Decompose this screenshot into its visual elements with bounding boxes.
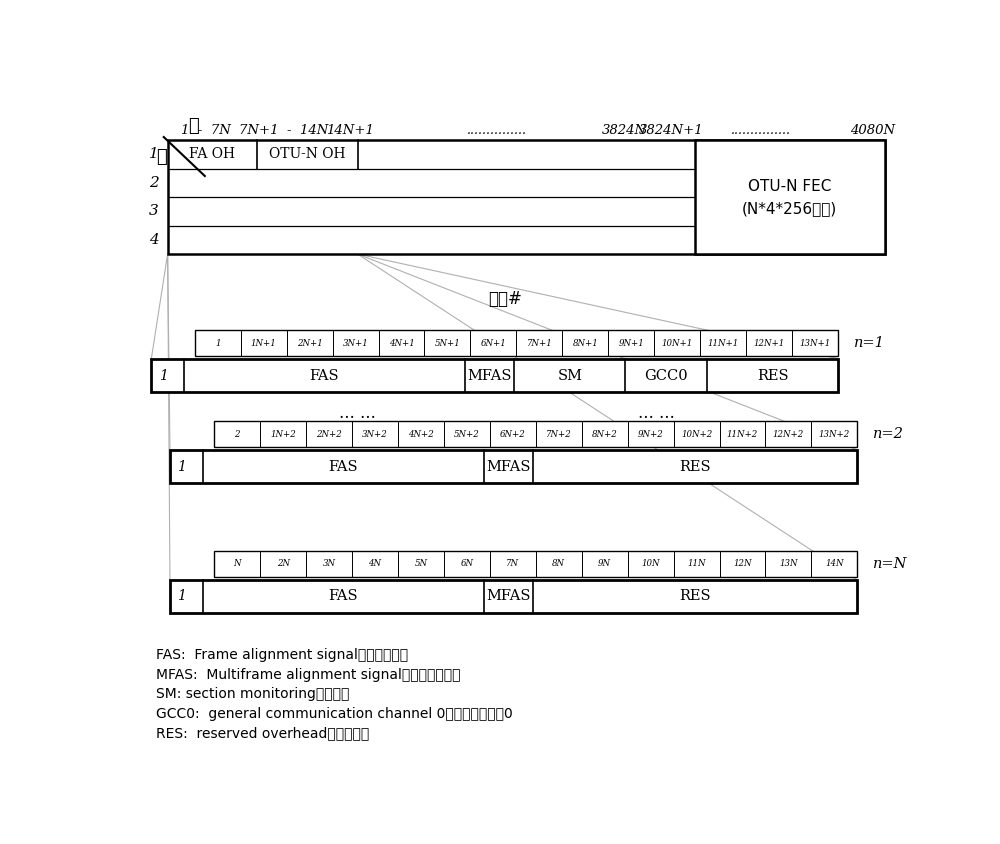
Text: 12N: 12N <box>733 560 752 569</box>
Bar <box>151 359 838 392</box>
Text: n=1: n=1 <box>854 336 884 350</box>
Text: 2: 2 <box>234 430 240 439</box>
Text: 4N+1: 4N+1 <box>389 338 414 348</box>
Bar <box>170 450 857 484</box>
Text: ...............: ............... <box>730 124 790 137</box>
Text: 7N: 7N <box>506 560 519 569</box>
Text: 11N+1: 11N+1 <box>708 338 739 348</box>
Text: 7N+2: 7N+2 <box>546 430 572 439</box>
Text: 4N+2: 4N+2 <box>408 430 434 439</box>
Text: 1: 1 <box>177 459 186 473</box>
Text: 8N+2: 8N+2 <box>592 430 618 439</box>
Text: 1: 1 <box>159 369 167 382</box>
Text: 6N+2: 6N+2 <box>500 430 526 439</box>
Text: 3: 3 <box>149 204 159 219</box>
Text: 6N: 6N <box>460 560 473 569</box>
Text: 2N+1: 2N+1 <box>297 338 322 348</box>
Text: ... ...: ... ... <box>339 405 376 422</box>
Text: 5N+2: 5N+2 <box>454 430 480 439</box>
Text: 2N+2: 2N+2 <box>316 430 342 439</box>
Text: 行: 行 <box>156 148 167 165</box>
Text: RES:  reserved overhead，保留开销: RES: reserved overhead，保留开销 <box>156 727 369 740</box>
Text: n=N: n=N <box>873 557 907 571</box>
Text: OTU-N OH: OTU-N OH <box>269 148 345 161</box>
Text: 9N+1: 9N+1 <box>618 338 644 348</box>
Text: 3824N: 3824N <box>602 124 647 137</box>
Text: GCC0: GCC0 <box>644 369 688 382</box>
Text: 列: 列 <box>188 117 199 135</box>
Text: 5N: 5N <box>414 560 427 569</box>
Text: 3824N+1: 3824N+1 <box>639 124 704 137</box>
Text: 9N+2: 9N+2 <box>638 430 663 439</box>
Text: FAS: FAS <box>328 459 358 473</box>
Text: 13N+2: 13N+2 <box>819 430 850 439</box>
Text: OTU-N FEC
(N*4*256字节): OTU-N FEC (N*4*256字节) <box>742 179 837 216</box>
Bar <box>214 551 857 577</box>
Text: 1: 1 <box>215 338 220 348</box>
Text: 3N+1: 3N+1 <box>343 338 368 348</box>
Text: 2: 2 <box>149 176 159 190</box>
Bar <box>214 421 857 447</box>
Bar <box>695 140 885 254</box>
Text: 3N+2: 3N+2 <box>362 430 388 439</box>
Text: ... ...: ... ... <box>638 405 674 422</box>
Text: SM: SM <box>557 369 582 382</box>
Bar <box>168 140 885 254</box>
Text: 10N+2: 10N+2 <box>681 430 712 439</box>
Text: 1N+2: 1N+2 <box>270 430 296 439</box>
Bar <box>170 580 857 614</box>
Text: 14N+1: 14N+1 <box>326 124 374 137</box>
Text: MFAS: MFAS <box>467 369 512 382</box>
Text: FA OH: FA OH <box>189 148 235 161</box>
Text: ...............: ............... <box>467 124 527 137</box>
Text: 13N: 13N <box>779 560 798 569</box>
Text: 8N+1: 8N+1 <box>572 338 598 348</box>
Text: MFAS: MFAS <box>486 459 531 473</box>
Bar <box>195 330 838 356</box>
Text: 1N+1: 1N+1 <box>251 338 277 348</box>
Text: 4: 4 <box>149 233 159 246</box>
Text: 11N+2: 11N+2 <box>727 430 758 439</box>
Text: 列号#: 列号# <box>488 290 522 309</box>
Text: 7N+1  -  14N: 7N+1 - 14N <box>239 124 329 137</box>
Text: 1: 1 <box>149 148 159 161</box>
Text: 12N+2: 12N+2 <box>773 430 804 439</box>
Text: 12N+1: 12N+1 <box>753 338 785 348</box>
Text: 7N+1: 7N+1 <box>526 338 552 348</box>
Text: n=2: n=2 <box>873 427 904 441</box>
Text: 10N+1: 10N+1 <box>662 338 693 348</box>
Text: RES: RES <box>757 369 788 382</box>
Text: 9N: 9N <box>598 560 611 569</box>
Text: 13N+1: 13N+1 <box>799 338 831 348</box>
Text: 2N: 2N <box>277 560 290 569</box>
Text: FAS: FAS <box>310 369 339 382</box>
Text: 4N: 4N <box>368 560 381 569</box>
Text: RES: RES <box>679 589 711 603</box>
Text: 1  -  7N: 1 - 7N <box>181 124 231 137</box>
Text: MFAS:  Multiframe alignment signal，复帧对齐信号: MFAS: Multiframe alignment signal，复帧对齐信号 <box>156 668 460 682</box>
Text: 5N+1: 5N+1 <box>435 338 460 348</box>
Text: 11N: 11N <box>687 560 706 569</box>
Text: 3N: 3N <box>322 560 335 569</box>
Text: 4080N: 4080N <box>850 124 895 137</box>
Text: SM: section monitoring，段监控: SM: section monitoring，段监控 <box>156 688 349 701</box>
Text: N: N <box>233 560 241 569</box>
Text: 10N: 10N <box>641 560 660 569</box>
Text: FAS: FAS <box>328 589 358 603</box>
Text: FAS:  Frame alignment signal，帧对齐信号: FAS: Frame alignment signal，帧对齐信号 <box>156 648 408 663</box>
Text: RES: RES <box>679 459 711 473</box>
Text: 14N: 14N <box>825 560 844 569</box>
Text: 8N: 8N <box>552 560 565 569</box>
Text: MFAS: MFAS <box>486 589 531 603</box>
Text: GCC0:  general communication channel 0，通用通信通道0: GCC0: general communication channel 0，通用… <box>156 707 513 721</box>
Text: 6N+1: 6N+1 <box>481 338 506 348</box>
Text: 1: 1 <box>177 589 186 603</box>
